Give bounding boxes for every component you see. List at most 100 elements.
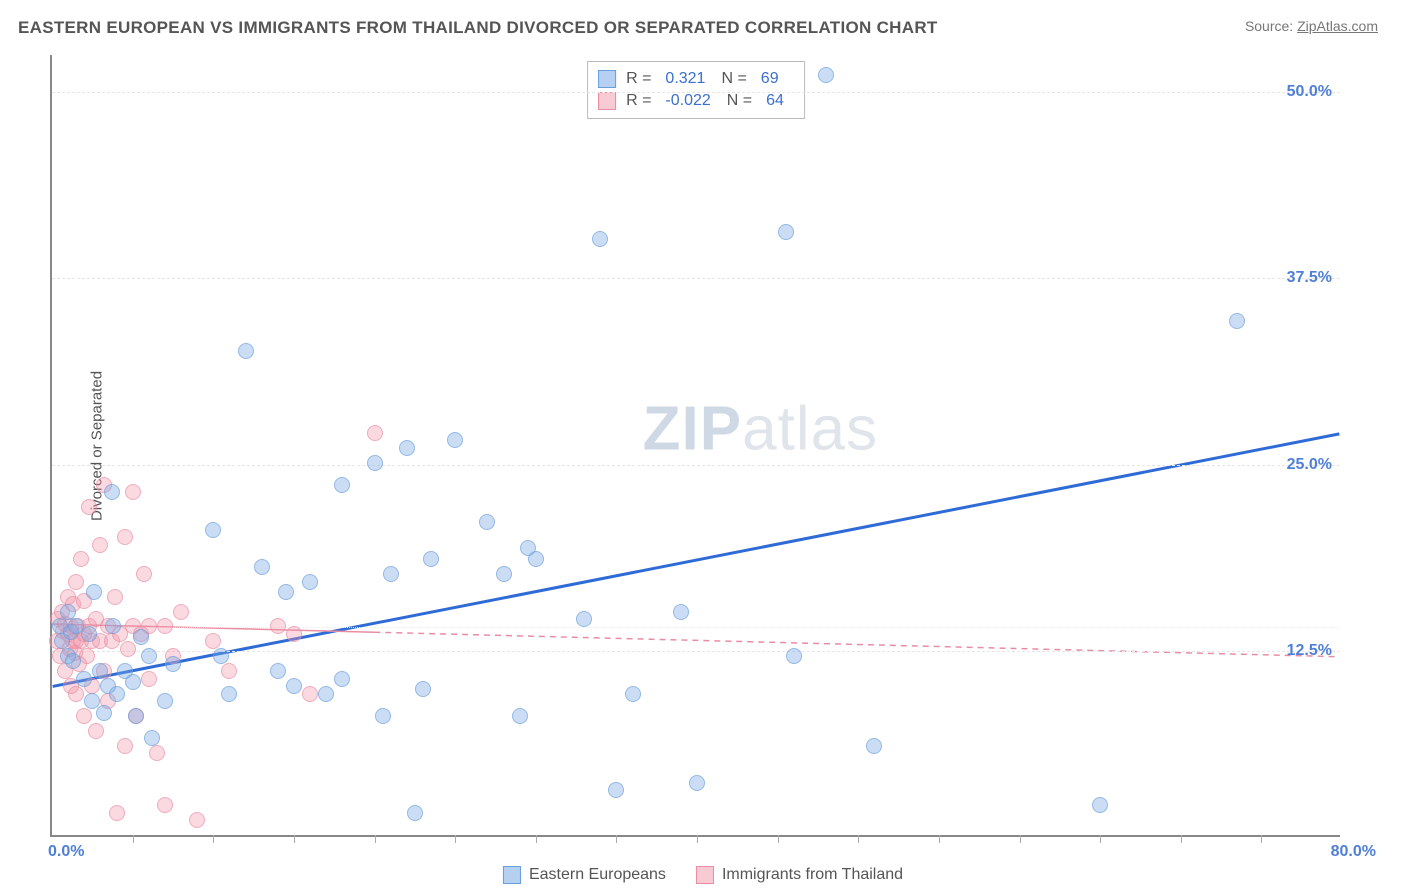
x-origin-label: 0.0% [48,843,84,861]
r-label: R = [626,68,651,90]
r-value: 0.321 [665,68,705,90]
scatter-point [270,618,286,634]
legend-stat-row: R =-0.022N =64 [598,90,790,112]
scatter-point [125,484,141,500]
legend-series: Eastern Europeans Immigrants from Thailan… [503,866,903,884]
scatter-point [109,686,125,702]
scatter-point [109,805,125,821]
gridline-h [52,92,1340,93]
scatter-point [689,775,705,791]
x-tick [536,835,537,843]
scatter-point [866,738,882,754]
x-tick [375,835,376,843]
scatter-point [778,224,794,240]
regression-lines [52,55,1340,835]
scatter-point [786,648,802,664]
scatter-point [165,656,181,672]
x-tick [133,835,134,843]
scatter-point [423,551,439,567]
scatter-point [238,343,254,359]
scatter-point [286,678,302,694]
scatter-point [65,653,81,669]
y-tick-label: 37.5% [1287,269,1332,287]
scatter-point [254,559,270,575]
x-tick [1100,835,1101,843]
scatter-point [76,708,92,724]
legend-swatch [598,70,616,88]
scatter-point [205,633,221,649]
x-tick [455,835,456,843]
gridline-h [52,651,1340,652]
scatter-point [81,499,97,515]
scatter-point [1229,313,1245,329]
chart-container: EASTERN EUROPEAN VS IMMIGRANTS FROM THAI… [0,0,1406,892]
x-tick [939,835,940,843]
x-tick [616,835,617,843]
source-prefix: Source: [1245,18,1297,34]
scatter-point [592,231,608,247]
scatter-point [415,681,431,697]
n-label: N = [727,90,752,112]
scatter-point [60,604,76,620]
scatter-point [512,708,528,724]
legend-label: Eastern Europeans [529,866,666,884]
legend-swatch [503,866,521,884]
scatter-point [479,514,495,530]
y-tick-label: 25.0% [1287,456,1332,474]
x-tick [1181,835,1182,843]
legend-item: Immigrants from Thailand [696,866,903,884]
n-label: N = [721,68,746,90]
x-tick [858,835,859,843]
r-label: R = [626,90,651,112]
scatter-point [278,584,294,600]
legend-label: Immigrants from Thailand [722,866,903,884]
scatter-point [73,551,89,567]
scatter-point [221,686,237,702]
scatter-point [117,738,133,754]
scatter-point [79,648,95,664]
scatter-point [133,629,149,645]
scatter-point [136,566,152,582]
scatter-point [107,589,123,605]
scatter-point [68,686,84,702]
scatter-point [157,618,173,634]
scatter-point [399,440,415,456]
scatter-point [407,805,423,821]
x-tick [778,835,779,843]
scatter-point [88,723,104,739]
scatter-point [334,477,350,493]
scatter-point [68,574,84,590]
scatter-point [117,529,133,545]
scatter-point [334,671,350,687]
scatter-point [286,626,302,642]
watermark: ZIPatlas [643,394,878,465]
regression-line [53,434,1340,687]
scatter-point [157,797,173,813]
scatter-point [367,455,383,471]
scatter-point [447,432,463,448]
scatter-point [302,686,318,702]
scatter-point [141,671,157,687]
scatter-point [141,648,157,664]
scatter-point [625,686,641,702]
scatter-point [383,566,399,582]
legend-swatch [598,92,616,110]
source-link[interactable]: ZipAtlas.com [1297,18,1378,34]
scatter-point [375,708,391,724]
legend-item: Eastern Europeans [503,866,666,884]
regression-line-dashed [374,632,1339,657]
gridline-h [52,465,1340,466]
n-value: 69 [761,68,779,90]
legend-swatch [696,866,714,884]
scatter-point [81,626,97,642]
scatter-point [173,604,189,620]
scatter-point [96,705,112,721]
scatter-point [608,782,624,798]
scatter-point [1092,797,1108,813]
scatter-point [367,425,383,441]
source-credit: Source: ZipAtlas.com [1245,18,1378,34]
x-tick [1261,835,1262,843]
scatter-point [86,584,102,600]
r-value: -0.022 [665,90,710,112]
legend-stats: R = 0.321N =69R =-0.022N =64 [587,61,805,119]
